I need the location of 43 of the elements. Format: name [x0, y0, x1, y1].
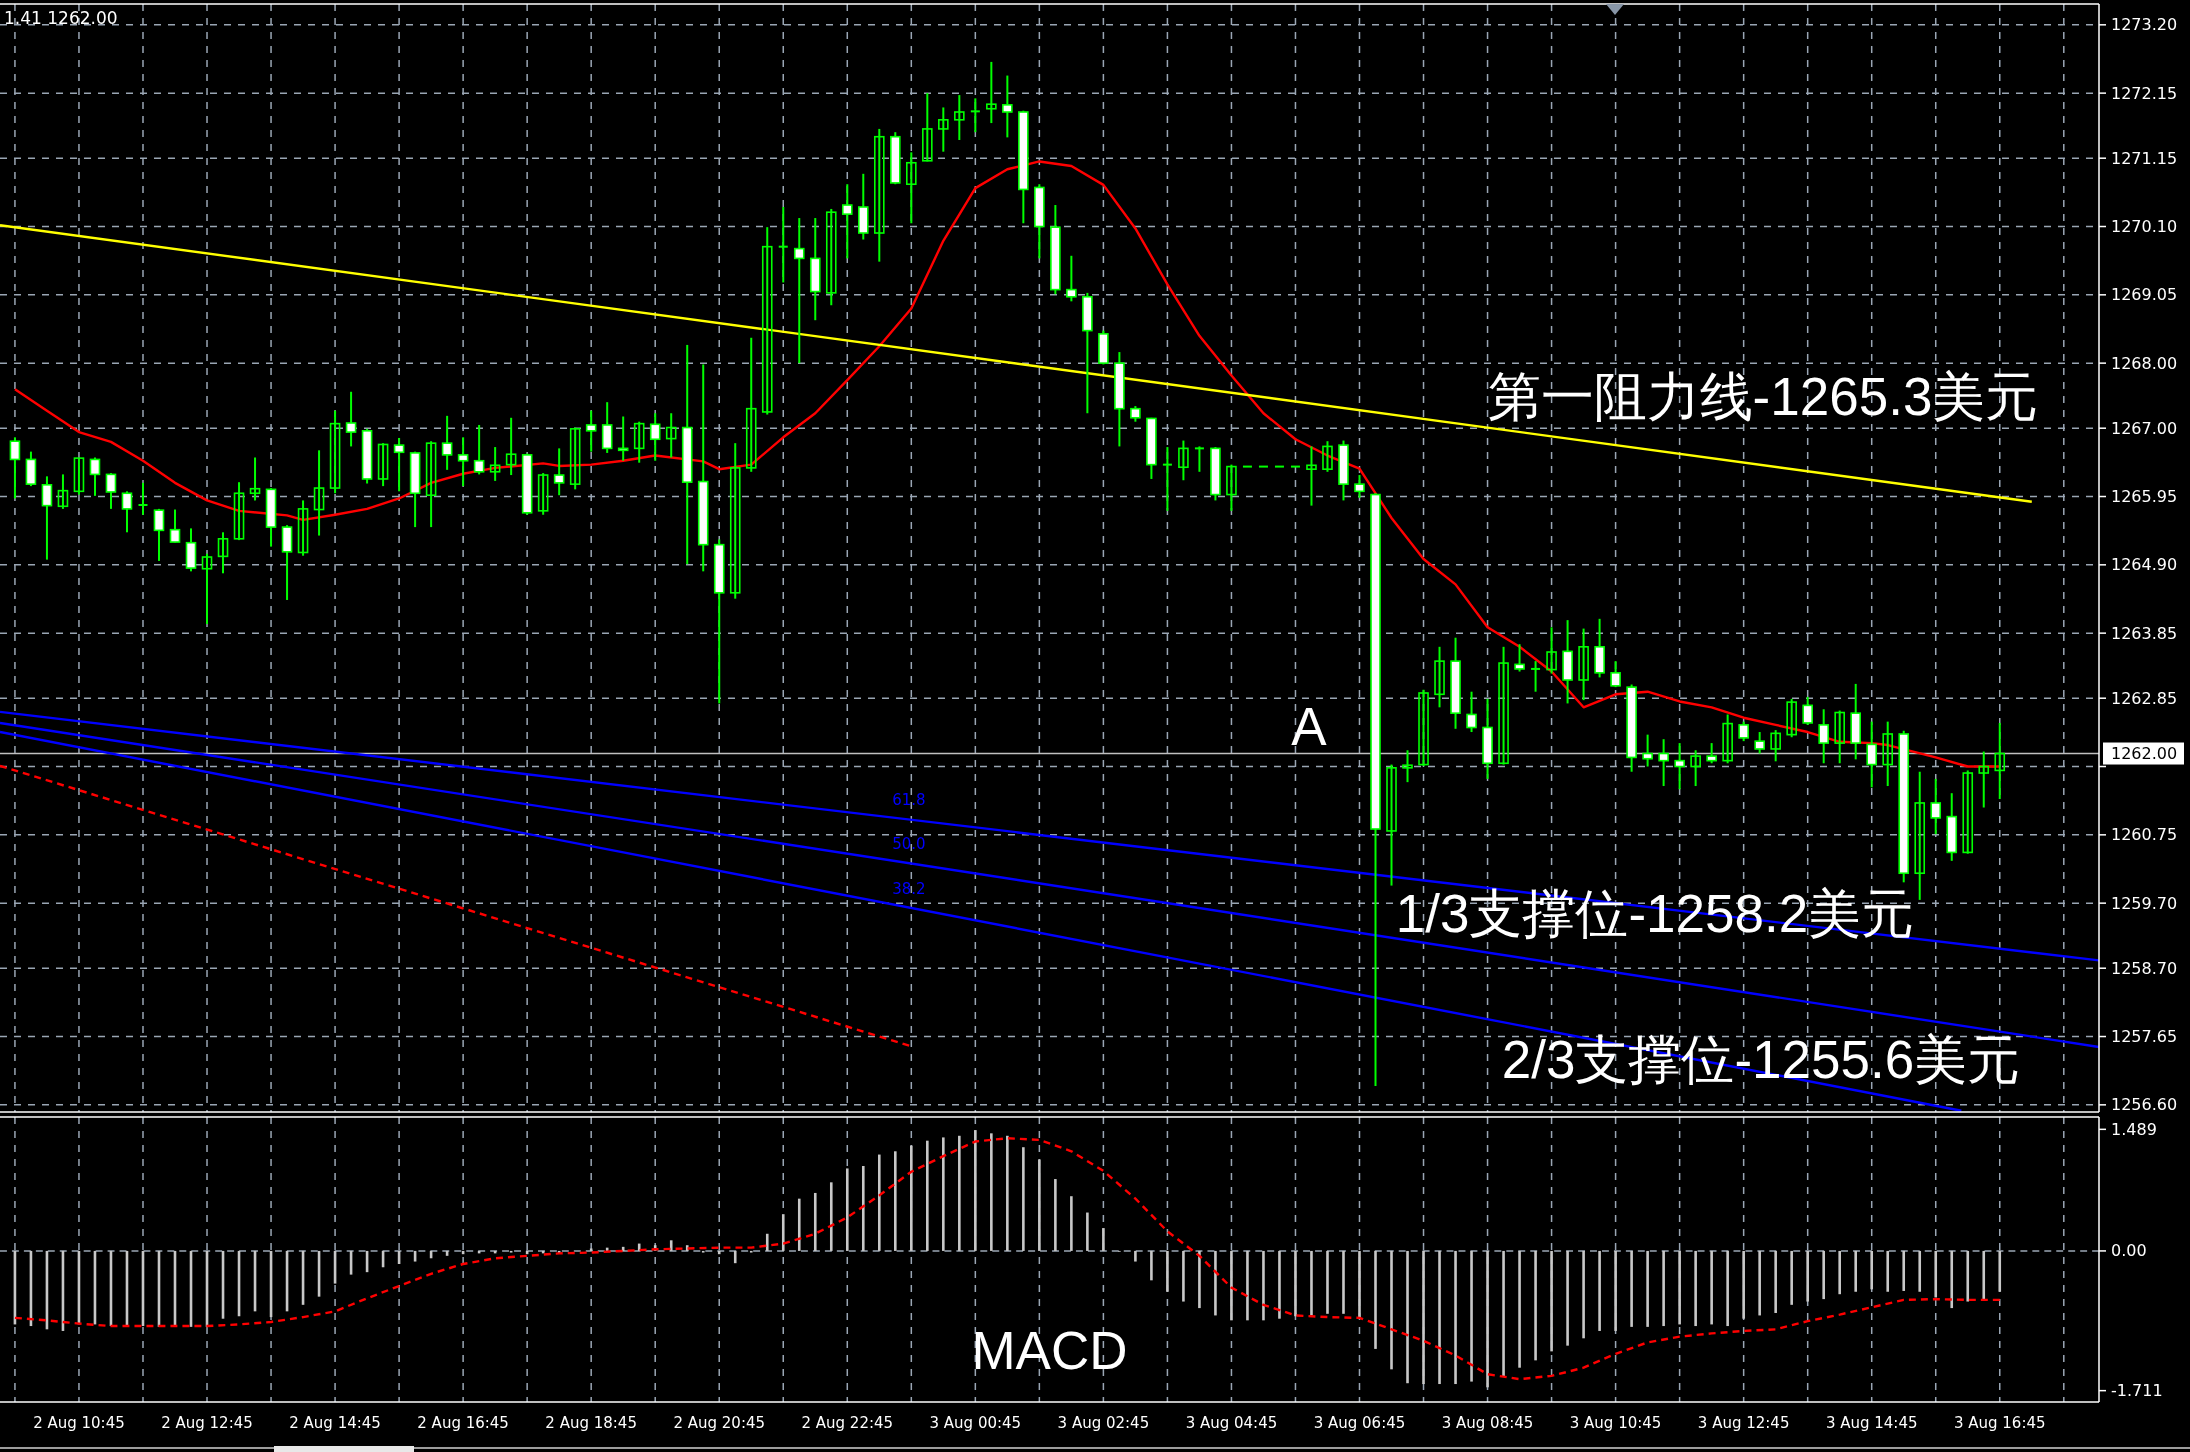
- x-tick-label: 2 Aug 20:45: [673, 1414, 766, 1432]
- annotation: 第一阻力线-1265.3美元: [1487, 366, 2039, 426]
- x-tick-label: 2 Aug 12:45: [161, 1414, 253, 1432]
- y-tick-label: 0.00: [2111, 1241, 2147, 1261]
- y-tick-label: 1264.90: [2111, 555, 2178, 575]
- x-tick-label: 2 Aug 14:45: [289, 1414, 381, 1432]
- ref-line-label: 1262.00: [2111, 744, 2178, 764]
- y-tick-label: 1265.95: [2111, 487, 2178, 507]
- x-tick-label: 2 Aug 22:45: [801, 1414, 894, 1432]
- x-tick-label: 3 Aug 04:45: [1185, 1414, 1278, 1432]
- annotation: A: [1291, 696, 1328, 756]
- x-tick-label: 3 Aug 00:45: [929, 1414, 1022, 1432]
- x-tick-label: 3 Aug 10:45: [1569, 1414, 1662, 1432]
- x-tick-label: 3 Aug 06:45: [1313, 1414, 1406, 1432]
- series-label: 61.8: [892, 791, 926, 810]
- x-tick-label: 3 Aug 14:45: [1825, 1414, 1918, 1432]
- y-tick-label: 1263.85: [2111, 623, 2178, 643]
- x-tick-label: 2 Aug 18:45: [545, 1414, 637, 1432]
- x-tick-label: 3 Aug 08:45: [1441, 1414, 1534, 1432]
- x-tick-label: 3 Aug 12:45: [1697, 1414, 1790, 1432]
- x-tick-label: 3 Aug 16:45: [1953, 1414, 2046, 1432]
- y-tick-label: 1273.20: [2111, 15, 2178, 35]
- y-tick-label: 1269.05: [2111, 285, 2178, 305]
- y-tick-label: 1271.15: [2111, 148, 2178, 168]
- x-tick-label: 3 Aug 02:45: [1057, 1414, 1150, 1432]
- y-tick-label: 1259.70: [2111, 893, 2178, 913]
- y-tick-label: 1272.15: [2111, 83, 2178, 103]
- y-tick-label: 1267.00: [2111, 418, 2178, 438]
- text: MACD: [971, 1320, 1128, 1380]
- x-tick-label: 2 Aug 10:45: [33, 1414, 125, 1432]
- y-tick-label: 1256.60: [2111, 1095, 2178, 1115]
- y-tick-label: -1.711: [2111, 1381, 2163, 1401]
- y-tick-label: 1262.85: [2111, 688, 2178, 708]
- y-tick-label: 1270.10: [2111, 217, 2178, 237]
- y-tick-label: 1258.70: [2111, 958, 2178, 978]
- y-tick-label: 1257.65: [2111, 1027, 2178, 1047]
- y-tick-label: 1.489: [2111, 1119, 2157, 1139]
- x-tick-label: 2 Aug 16:45: [417, 1414, 509, 1432]
- y-tick-label: 1268.00: [2111, 353, 2178, 373]
- series-label: 50.0: [892, 835, 926, 854]
- y-tick-label: 1260.75: [2111, 825, 2178, 845]
- series-label: 38.2: [892, 879, 926, 898]
- annotation: 1.41 1262.00: [4, 8, 118, 28]
